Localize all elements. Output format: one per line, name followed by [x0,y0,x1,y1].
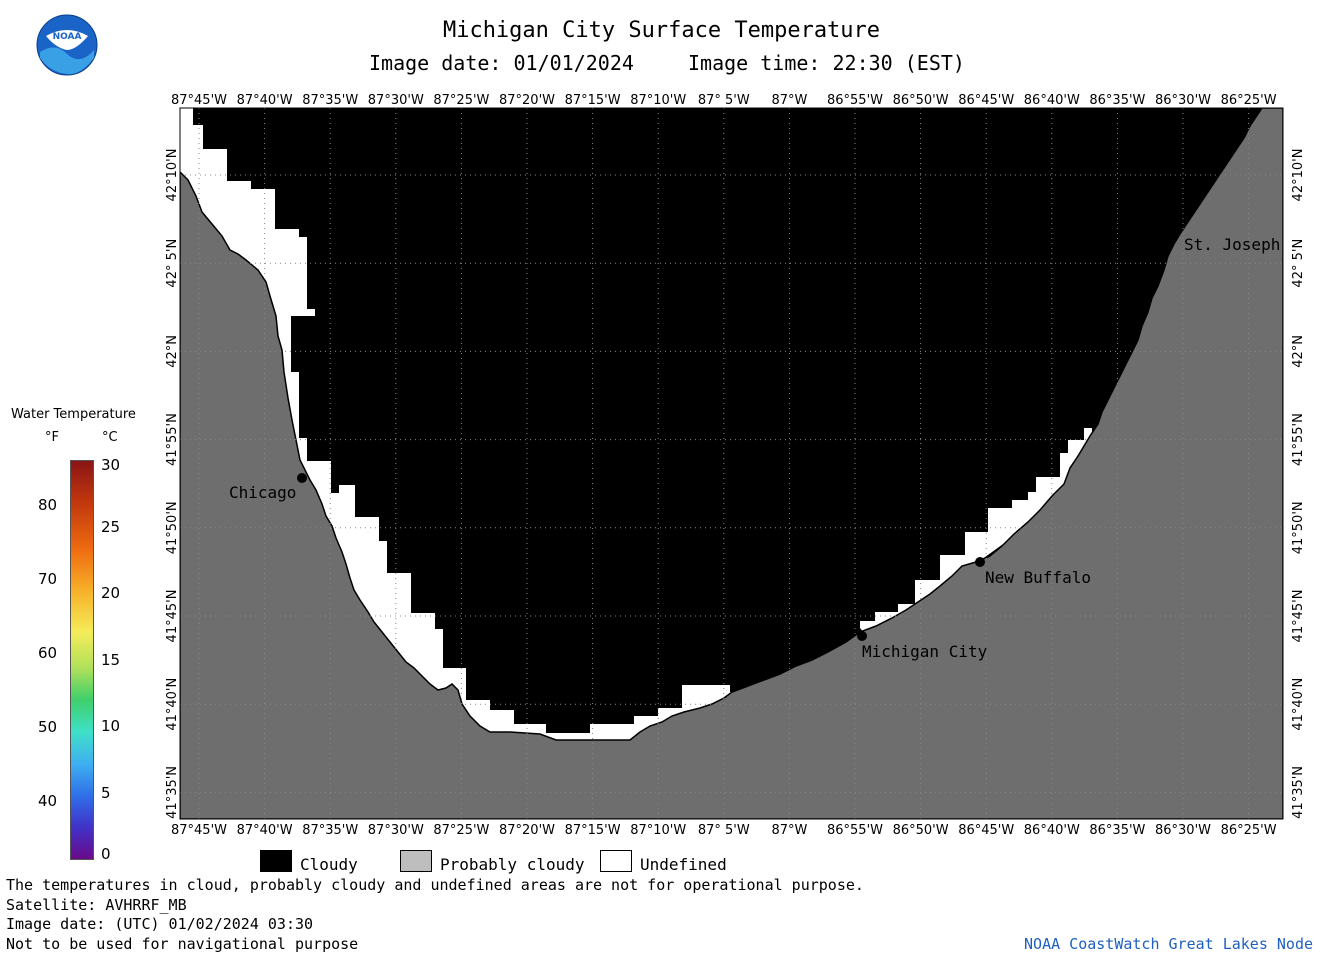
longitude-label: 87° 5'W [698,823,750,838]
undefined-area [860,428,1092,640]
c-tick: 20 [101,584,121,602]
latitude-label: 42°10'N [165,149,180,202]
f-tick: 40 [38,792,58,810]
longitude-label: 87°35'W [302,823,358,838]
longitude-label: 87°15'W [565,93,621,108]
longitude-label: 87° 5'W [698,93,750,108]
land [180,108,1283,819]
longitude-label: 87°10'W [630,823,686,838]
longitude-label: 86°30'W [1155,93,1211,108]
probably-cloudy-label: Probably cloudy [440,855,585,874]
longitude-label: 86°45'W [958,823,1014,838]
c-tick: 25 [101,518,121,536]
longitude-label: 87°W [771,823,807,838]
latitude-label: 41°50'N [165,501,180,554]
longitude-label: 86°25'W [1221,93,1277,108]
c-tick: 15 [101,651,121,669]
latitude-label: 41°55'N [165,413,180,466]
latitude-label: 42°N [165,335,180,368]
undefined-swatch [600,850,632,872]
page-title: Michigan City Surface Temperature [442,18,881,43]
longitude-label: 87°W [771,93,807,108]
image-time: Image time: 22:30 (EST) [688,51,965,75]
city-chicago: Chicago [229,473,307,502]
longitude-label: 86°25'W [1221,823,1277,838]
c-tick: 30 [101,456,121,474]
latitude-label: 42° 5'N [165,239,180,288]
utc-date-text: Image date: (UTC) 01/02/2024 03:30 [6,915,314,933]
city-label: Michigan City [862,642,988,661]
longitude-label: 87°15'W [565,823,621,838]
longitude-label: 87°45'W [171,93,227,108]
longitude-label: 86°50'W [893,823,949,838]
f-tick: 70 [38,570,58,588]
longitude-label: 86°50'W [893,93,949,108]
longitude-label: 87°25'W [433,823,489,838]
longitude-label: 87°25'W [433,93,489,108]
longitude-label: 86°30'W [1155,823,1211,838]
longitude-label: 87°45'W [171,823,227,838]
longitude-label: 86°55'W [827,93,883,108]
cloudy-swatch [260,850,292,872]
city-label: Chicago [229,483,296,502]
c-tick: 5 [101,784,111,802]
city-new-buffalo: New Buffalo [975,557,1091,587]
longitude-label: 87°30'W [368,93,424,108]
latitude-label: 41°40'N [1291,678,1306,731]
longitude-label: 87°30'W [368,823,424,838]
svg-text:NOAA: NOAA [53,32,82,42]
longitude-label: 87°40'W [237,93,293,108]
longitude-label: 87°20'W [499,93,555,108]
city-michigan-city: Michigan City [857,631,988,661]
longitude-label: 86°45'W [958,93,1014,108]
longitude-label: 87°40'W [237,823,293,838]
city-st-joseph: St. Joseph [1184,235,1280,254]
navigation-warning: Not to be used for navigational purpose [6,935,359,953]
f-tick: 60 [38,644,58,662]
latitude-label: 41°45'N [165,590,180,643]
city-label: New Buffalo [985,568,1091,587]
unit-fahrenheit: °F [45,430,59,445]
f-tick: 50 [38,718,58,736]
longitude-label: 87°20'W [499,823,555,838]
unit-celsius: °C [102,430,118,445]
latitude-label: 41°55'N [1291,413,1306,466]
longitude-label: 87°10'W [630,93,686,108]
satellite-text: Satellite: AVHRRF_MB [6,896,187,914]
temperature-color-bar [70,460,94,860]
credit-text: NOAA CoastWatch Great Lakes Node [1024,935,1313,953]
latitude-label: 41°40'N [165,678,180,731]
city-label: St. Joseph [1184,235,1280,254]
longitude-label: 87°35'W [302,93,358,108]
f-tick: 80 [38,496,58,514]
noaa-logo-icon: NOAA [36,14,98,76]
latitude-label: 42°N [1291,335,1306,368]
c-tick: 0 [101,845,111,863]
latitude-label: 42°10'N [1291,149,1306,202]
latitude-label: 42° 5'N [1291,239,1306,288]
longitude-label: 86°40'W [1024,823,1080,838]
undefined-label: Undefined [640,855,727,874]
longitude-label: 86°40'W [1024,93,1080,108]
c-tick: 10 [101,717,121,735]
latitude-label: 41°50'N [1291,501,1306,554]
cloudy-label: Cloudy [300,855,358,874]
latitude-label: 41°35'N [165,766,180,819]
disclaimer-text: The temperatures in cloud, probably clou… [6,876,864,894]
image-date: Image date: 01/01/2024 [369,51,634,75]
latitude-label: 41°35'N [1291,766,1306,819]
latitude-label: 41°45'N [1291,590,1306,643]
probably-cloudy-swatch [400,850,432,872]
longitude-label: 86°55'W [827,823,883,838]
longitude-label: 86°35'W [1089,823,1145,838]
longitude-label: 86°35'W [1089,93,1145,108]
legend-title: Water Temperature [11,407,136,422]
